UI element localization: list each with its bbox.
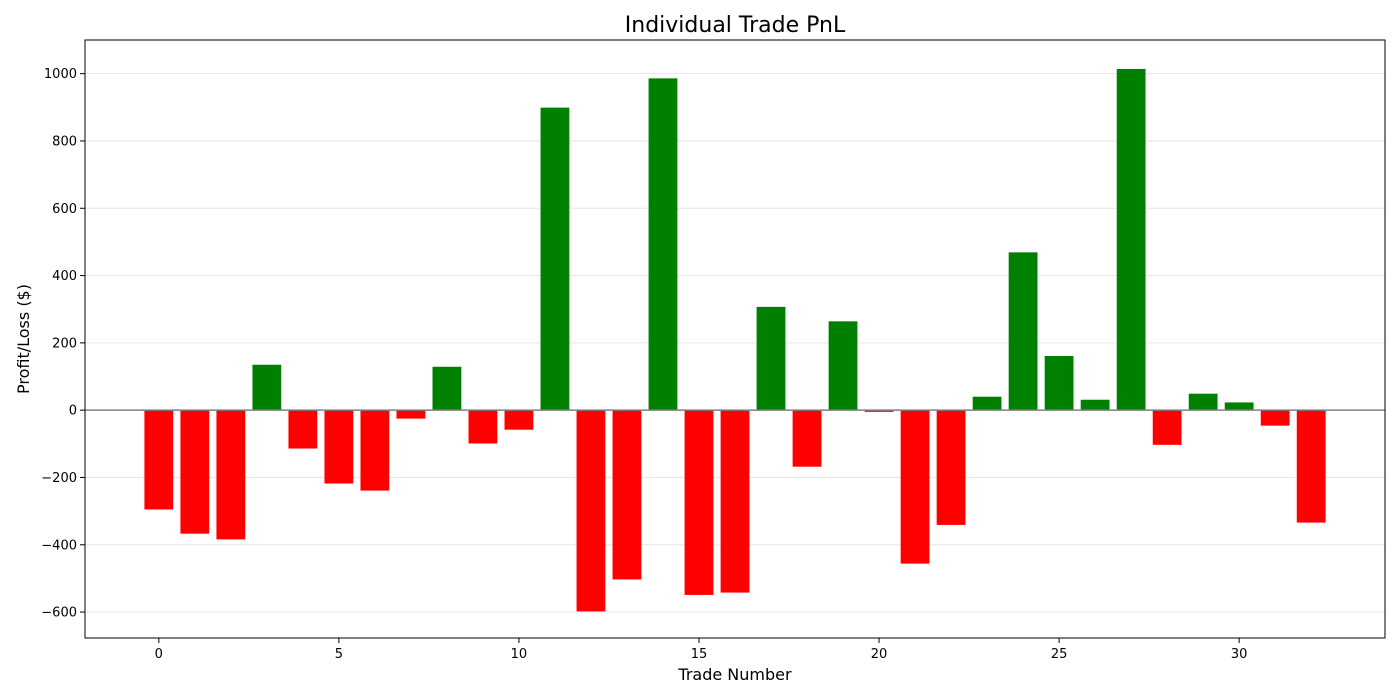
bar [468, 410, 498, 444]
bar [936, 410, 966, 525]
bar [756, 306, 786, 411]
bar [900, 410, 930, 564]
bar [828, 321, 858, 411]
bar [540, 107, 570, 411]
bar [144, 410, 174, 510]
bar [792, 410, 822, 467]
bar [972, 396, 1002, 411]
bar [1116, 68, 1146, 411]
bar [180, 410, 210, 534]
x-axis-label: Trade Number [677, 665, 792, 684]
bar [252, 364, 282, 411]
bar [1224, 402, 1254, 411]
y-tick-label: 0 [69, 404, 77, 419]
x-tick-label: 15 [691, 647, 708, 662]
bar [1044, 355, 1074, 411]
y-tick-label: −400 [41, 538, 77, 553]
bar [648, 78, 678, 411]
bar [396, 410, 426, 419]
bars [144, 68, 1326, 612]
chart-title: Individual Trade PnL [625, 13, 846, 38]
bar [1260, 410, 1290, 426]
x-tick-label: 25 [1051, 647, 1068, 662]
x-tick-label: 30 [1231, 647, 1248, 662]
y-axis-label: Profit/Loss ($) [14, 284, 33, 394]
y-tick-label: 600 [52, 202, 77, 217]
y-tick-label: 800 [52, 134, 77, 149]
bar [864, 410, 894, 412]
x-tick-label: 0 [155, 647, 163, 662]
y-tick-label: 200 [52, 336, 77, 351]
bar [684, 410, 714, 595]
y-tick-label: −200 [41, 471, 77, 486]
bar [1188, 393, 1218, 411]
y-tick-label: 1000 [44, 67, 77, 82]
bar [720, 410, 750, 593]
bar [1296, 410, 1326, 523]
bar [1008, 252, 1038, 411]
x-tick-label: 5 [335, 647, 343, 662]
bar [360, 410, 390, 491]
y-tick-label: −600 [41, 606, 77, 621]
y-tick-label: 400 [52, 269, 77, 284]
bar [1080, 399, 1110, 411]
bar [288, 410, 318, 449]
bar [324, 410, 354, 484]
bar [216, 410, 246, 540]
bar [504, 410, 534, 430]
x-tick-label: 20 [871, 647, 888, 662]
axis-ticks: 0 5 10 15 20 25 30 −600 −400 −200 0 200 400 600 800 100… [41, 67, 1247, 662]
bar [612, 410, 642, 580]
x-tick-label: 10 [511, 647, 528, 662]
bar [432, 366, 462, 411]
bar [1152, 410, 1182, 445]
plot-frame [84, 39, 1386, 639]
bar [576, 410, 606, 612]
